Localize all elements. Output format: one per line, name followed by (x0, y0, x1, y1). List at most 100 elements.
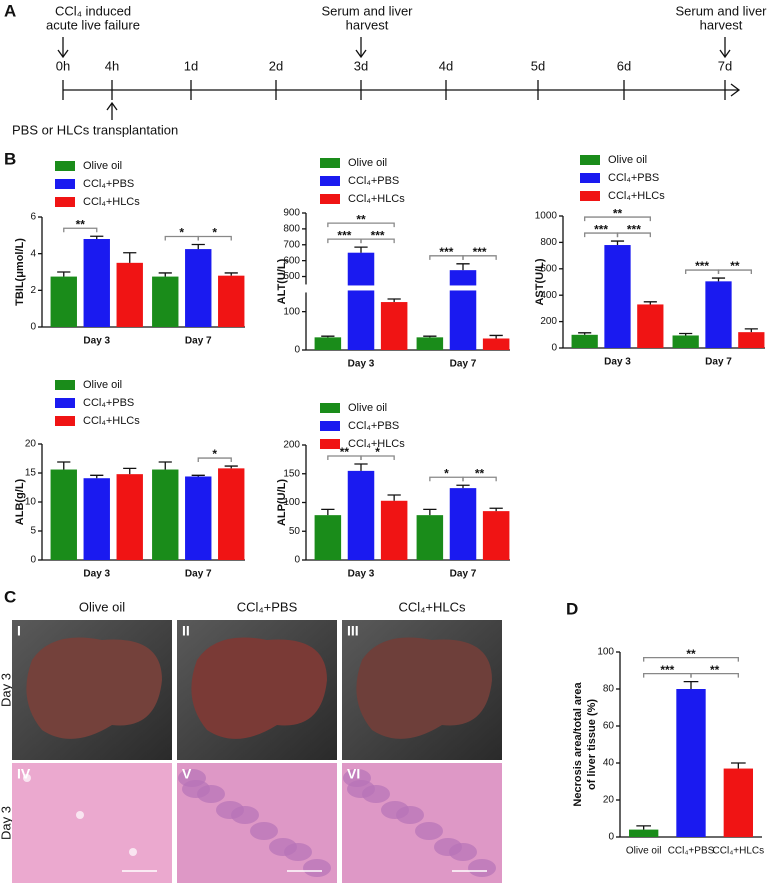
histology-spot (23, 774, 31, 782)
error-bar (679, 332, 693, 336)
significance-bracket (643, 656, 739, 662)
error-bar (423, 508, 437, 516)
bar (185, 476, 212, 560)
legend-swatch (580, 173, 600, 183)
legend-swatch (320, 158, 340, 168)
timeline-label: 6d (617, 58, 631, 73)
event-label: harvest (700, 17, 743, 32)
legend-swatch (55, 161, 75, 171)
y-tick-label: 150 (283, 468, 300, 479)
event-arrow-head (355, 49, 367, 59)
bar (628, 829, 659, 837)
bar (218, 275, 245, 327)
error-bar (158, 461, 172, 470)
significance-label: ** (730, 259, 740, 273)
error-bar (643, 301, 657, 305)
axis-break (307, 285, 415, 291)
histology-spot (381, 801, 409, 819)
significance-label: *** (660, 663, 674, 677)
bar (416, 337, 444, 350)
x-tick-label: Day 3 (348, 569, 375, 580)
legend-label: Olive oil (348, 157, 387, 169)
bar (723, 768, 754, 837)
significance-label: *** (439, 245, 453, 259)
bar (185, 249, 212, 327)
y-axis-label: ALP(U/L) (276, 479, 288, 526)
error-bar (730, 762, 746, 769)
y-tick-label: 0 (30, 322, 36, 333)
error-bar (489, 507, 503, 512)
legend-label: CCl₄+HLCs (83, 196, 140, 208)
y-tick-label: 0 (30, 555, 36, 566)
error-bar (123, 252, 137, 263)
legend-label: CCl₄+HLCs (348, 438, 405, 450)
legend-swatch (320, 176, 340, 186)
legend-label: CCl₄+PBS (608, 172, 659, 184)
bar (416, 515, 444, 560)
x-tick-label: Day 7 (450, 569, 477, 580)
histology-spot (468, 859, 496, 877)
timeline-label: 3d (354, 58, 368, 73)
histology-spot (347, 780, 375, 798)
error-bar (610, 240, 625, 246)
event-arrow-head (106, 101, 118, 111)
error-bar (456, 484, 470, 489)
error-bar (711, 277, 726, 282)
legend-label: CCl₄+PBS (83, 397, 134, 409)
panel-label: A (4, 1, 16, 20)
x-tick-label: Day 3 (348, 359, 375, 370)
bar (116, 262, 143, 327)
y-tick-label: 200 (540, 316, 557, 327)
column-label: Olive oil (79, 599, 125, 614)
legend-swatch (580, 155, 600, 165)
legend-label: CCl₄+PBS (83, 178, 134, 190)
column-label: CCl₄+HLCs (398, 599, 466, 614)
error-bar (578, 332, 592, 335)
y-tick-label: 800 (540, 237, 557, 248)
significance-label: ** (613, 206, 623, 220)
timeline-label: 4d (439, 58, 453, 73)
histology-spot (129, 848, 137, 856)
panel-label: C (4, 587, 16, 606)
panel-numeral: II (182, 623, 190, 639)
timeline-label: 7d (718, 58, 732, 73)
bar (152, 469, 179, 560)
significance-label: *** (594, 222, 608, 236)
timeline-label: 0h (56, 58, 70, 73)
y-tick-label: 0 (608, 832, 614, 843)
bar (705, 281, 732, 348)
legend-swatch (320, 421, 340, 431)
error-bar (744, 328, 758, 333)
error-bar (57, 271, 71, 277)
timeline-label: 4h (105, 58, 119, 73)
y-tick-label: 400 (540, 290, 557, 301)
y-tick-label: 10 (25, 497, 37, 508)
y-tick-label: 600 (540, 263, 557, 274)
legend-swatch (55, 398, 75, 408)
timeline-label: 5d (531, 58, 545, 73)
bar (116, 474, 143, 560)
x-tick-label: CCl₄+PBS (668, 846, 715, 857)
y-tick-label: 0 (294, 345, 300, 356)
panel-numeral: V (182, 766, 192, 782)
x-tick-label: Day 7 (450, 359, 477, 370)
y-tick-label: 6 (30, 212, 36, 223)
legend-swatch (580, 191, 600, 201)
liver-photo (26, 637, 162, 739)
y-tick-label: 50 (289, 526, 301, 537)
error-bar (489, 334, 503, 339)
error-bar (354, 463, 368, 471)
y-tick-label: 900 (283, 208, 300, 219)
y-tick-label: 100 (283, 306, 300, 317)
panel-numeral: III (347, 623, 359, 639)
event-label: acute live failure (46, 17, 140, 32)
liver-photo (191, 637, 327, 739)
error-bar (387, 298, 401, 303)
panel-numeral: I (17, 623, 21, 639)
legend-label: Olive oil (83, 160, 122, 172)
histology-spot (76, 811, 84, 819)
significance-label: * (212, 447, 217, 461)
histology-spot (216, 801, 244, 819)
bar (738, 332, 765, 348)
bar (50, 276, 77, 327)
